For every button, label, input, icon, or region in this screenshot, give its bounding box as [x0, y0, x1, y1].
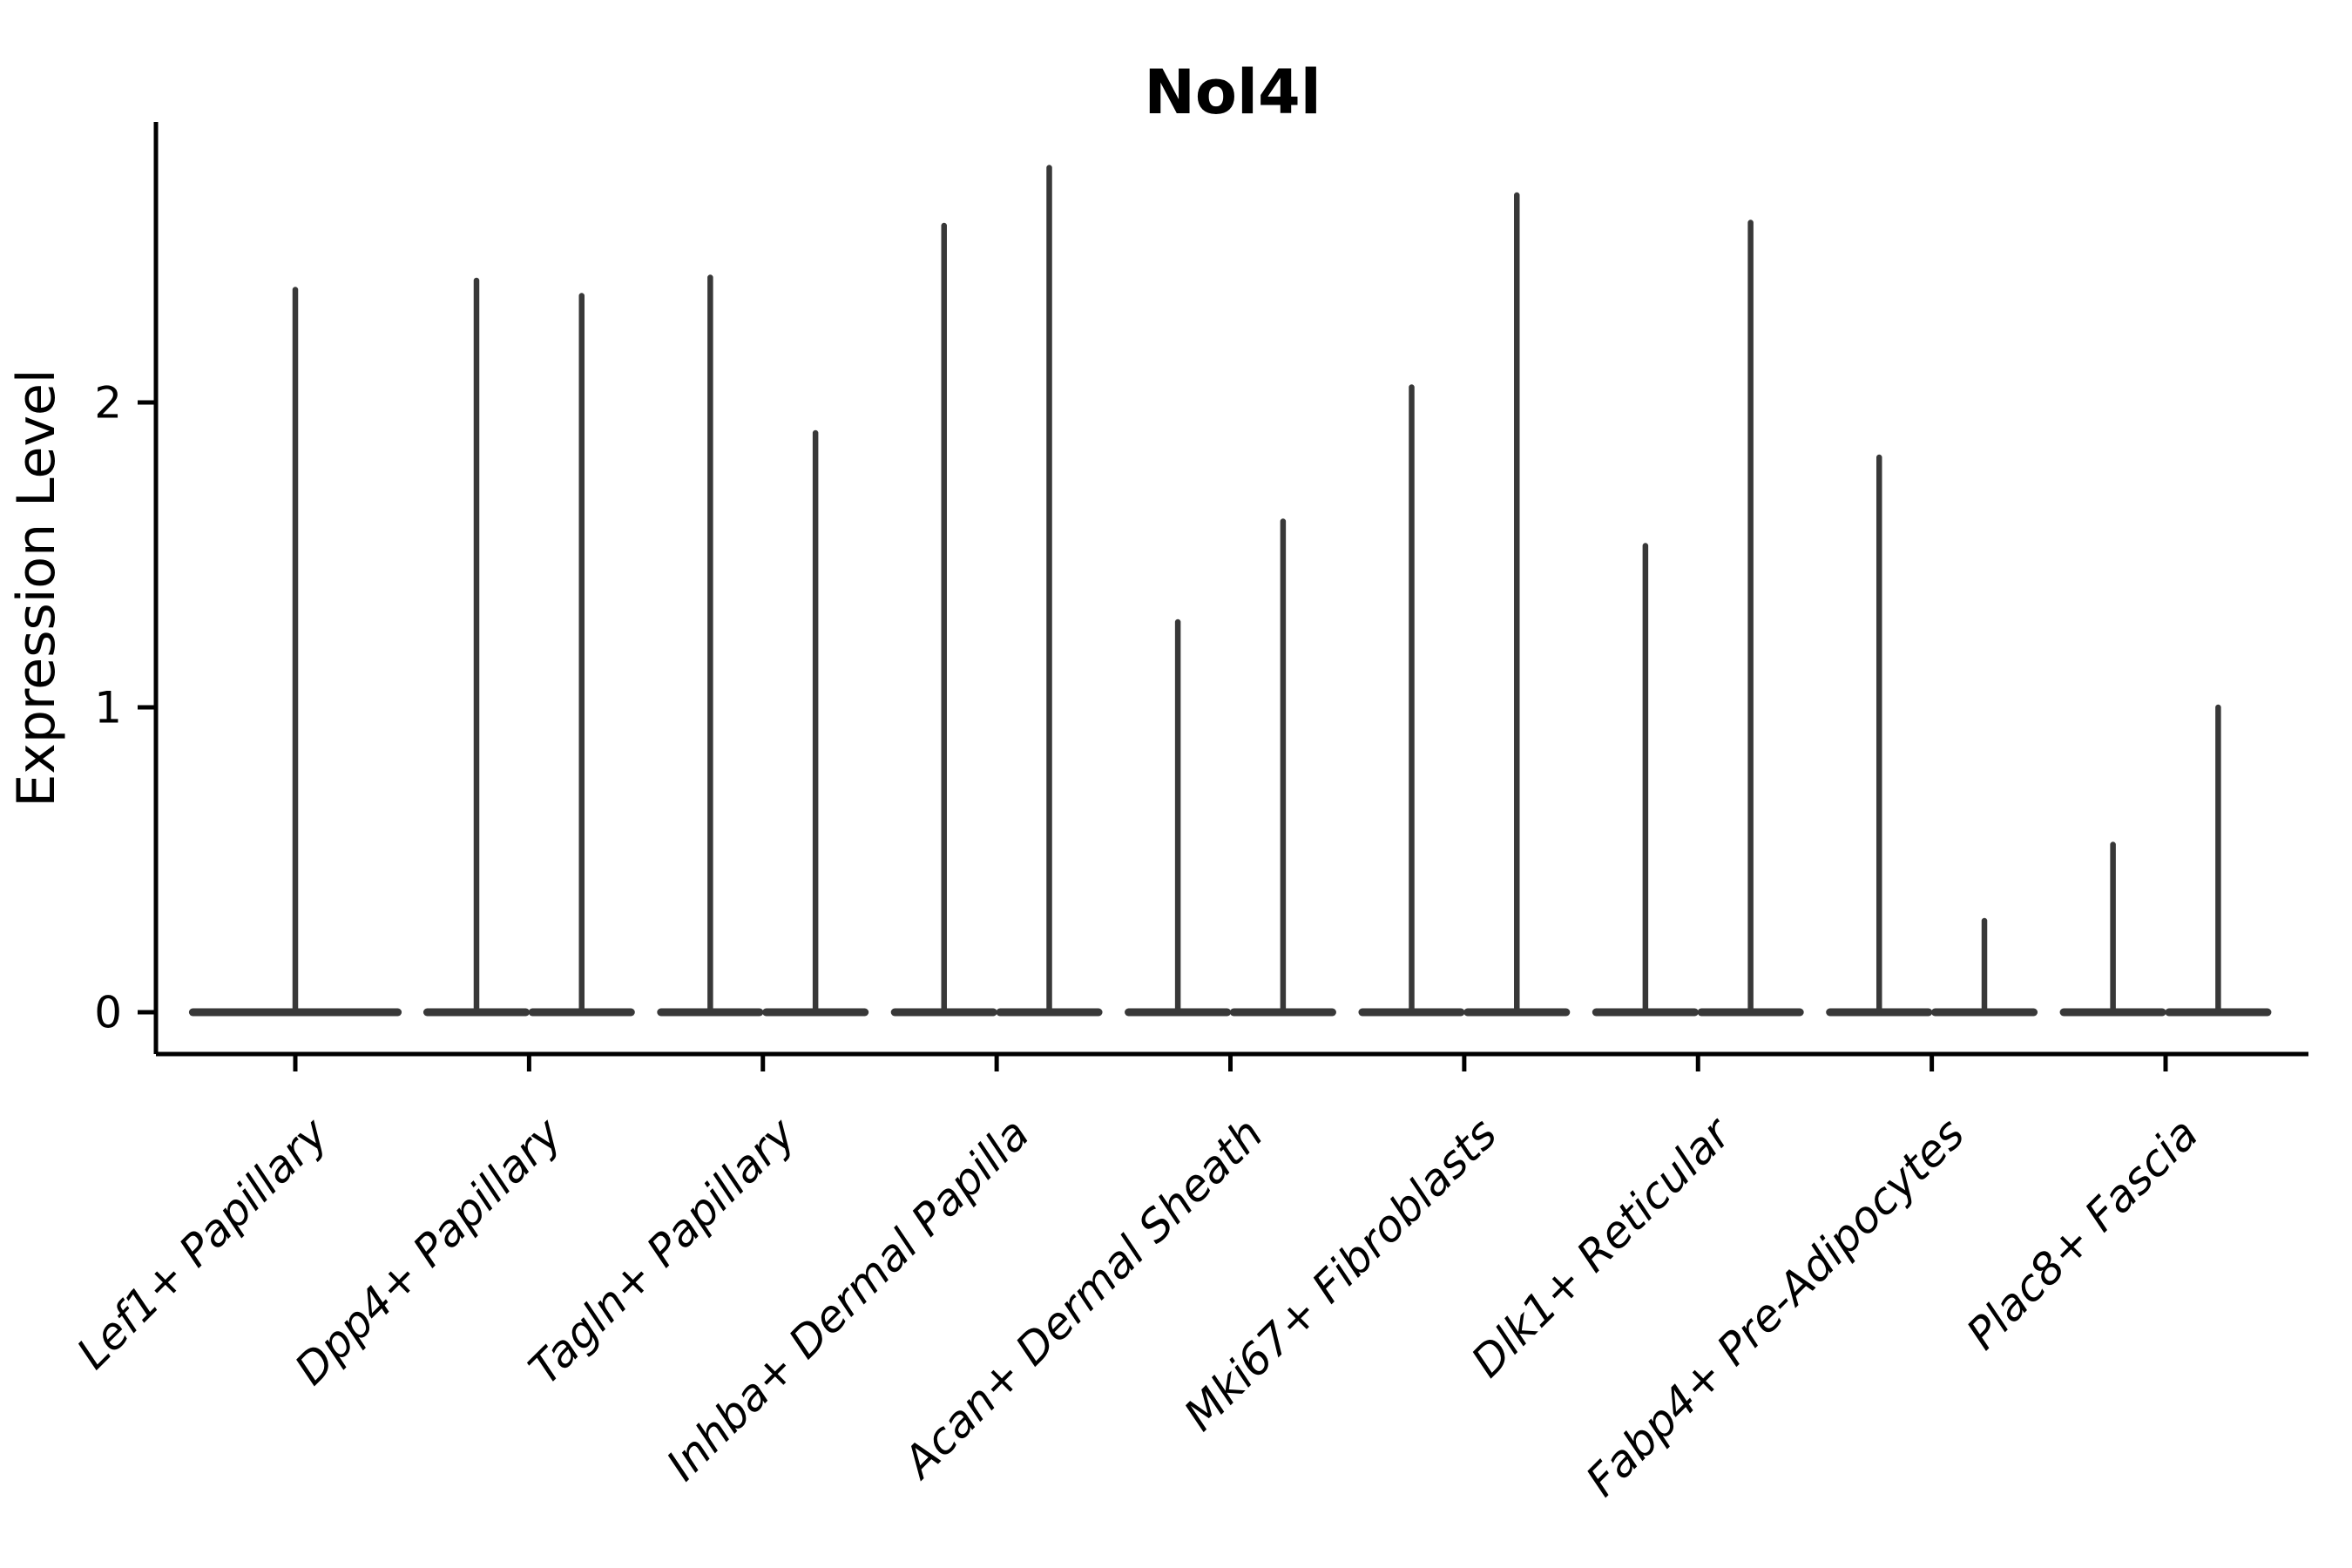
- violin-category: [1125, 518, 1336, 1017]
- violin-category: [1592, 220, 1804, 1017]
- violin-category: [1826, 454, 2038, 1017]
- y-tick-label: 0: [94, 988, 122, 1038]
- x-tick-label: Dlk1+ Reticular: [1462, 1106, 1742, 1387]
- y-tick-label: 1: [94, 683, 122, 733]
- y-tick-group: 0 1 2: [94, 378, 156, 1038]
- y-axis-label: Expression Level: [6, 368, 67, 807]
- violin-category: [657, 274, 869, 1017]
- violin-category: [2059, 704, 2272, 1017]
- violin-category: [422, 277, 635, 1017]
- x-tick-label: Plac8+ Fascia: [1957, 1108, 2208, 1359]
- violin-category: [1358, 192, 1571, 1017]
- violins-group: [188, 165, 2272, 1017]
- y-tick-label: 2: [94, 378, 122, 429]
- violin-category: [890, 165, 1103, 1017]
- chart-title: Nol4l: [1144, 57, 1321, 128]
- x-tick-label: Lef1+ Papillary: [67, 1107, 338, 1378]
- violin-category: [188, 287, 402, 1017]
- x-tick-label: Fabp4+ Pre-Adipocytes: [1577, 1108, 1975, 1506]
